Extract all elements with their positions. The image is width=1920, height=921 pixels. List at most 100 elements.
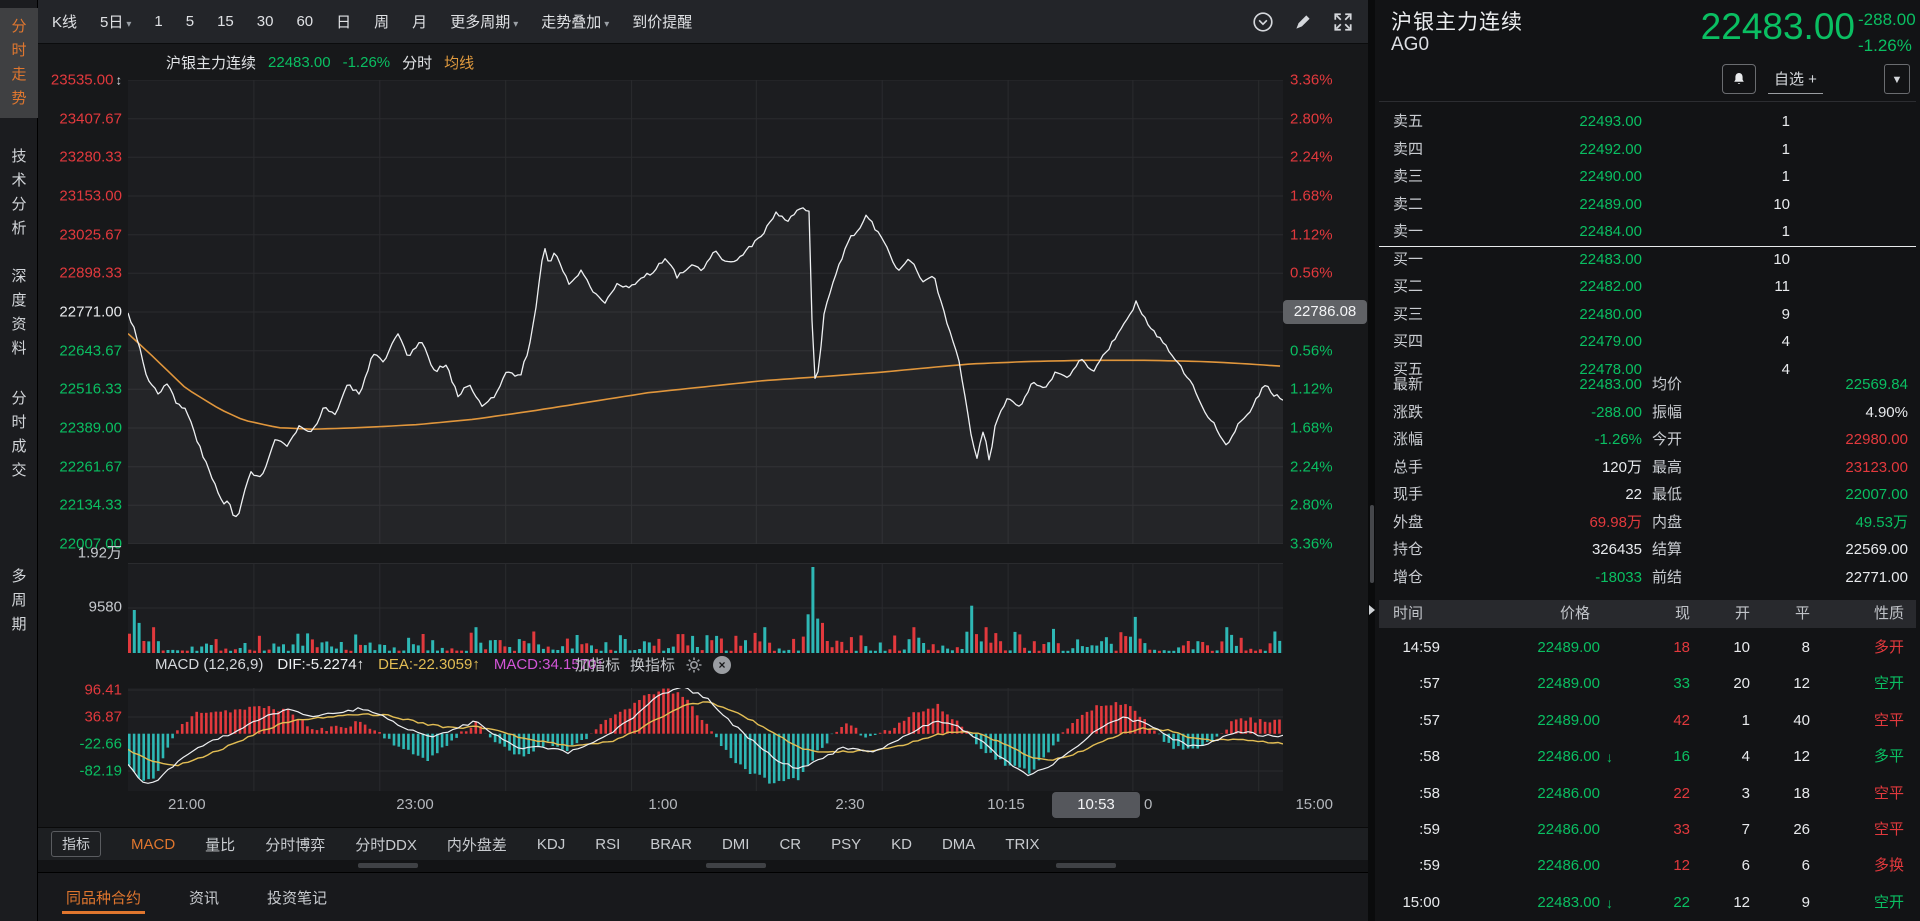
sidebar-item-多周期[interactable]: 多周期 xyxy=(11,568,27,633)
orderbook-row[interactable]: 卖五 22493.00 1 xyxy=(1393,113,1790,130)
price-tick: 23280.33 xyxy=(59,148,122,166)
scrollbar-handle[interactable] xyxy=(706,863,766,868)
toolbar-item-日[interactable]: 日 xyxy=(336,14,352,31)
orderbook-row[interactable]: 买一 22483.00 10 xyxy=(1393,250,1790,268)
bottom-tab-同品种合约[interactable]: 同品种合约 xyxy=(62,873,146,921)
volume-max-label: 1.92万 xyxy=(77,544,122,562)
chart-contract-name: 沪银主力连续 xyxy=(166,55,257,72)
indicator-tab-MACD[interactable]: MACD xyxy=(131,835,176,853)
orderbook-row[interactable]: 买三 22480.00 9 xyxy=(1393,305,1790,323)
toolbar-item-走势叠加[interactable]: 走势叠加 ▾ xyxy=(541,14,610,31)
macd-controls: 加指标 换指标 × xyxy=(575,654,731,675)
main-price-chart[interactable] xyxy=(128,80,1283,544)
percent-tick: 0.56% xyxy=(1290,342,1333,360)
scrollbar-handle[interactable] xyxy=(358,863,418,868)
add-indicator-button[interactable]: 加指标 xyxy=(574,657,620,674)
toolbar-item-30[interactable]: 30 xyxy=(256,13,274,30)
sidebar-item-深度资料[interactable]: 深度资料 xyxy=(11,268,27,357)
volume-chart[interactable] xyxy=(128,563,1283,653)
contract-code: AG0 xyxy=(1391,34,1430,55)
tape-row[interactable]: :59 22486.00 33 7 26 空平 xyxy=(1419,820,1904,838)
price-tick: 22771.00 xyxy=(59,303,122,321)
percent-tick: 2.80% xyxy=(1290,496,1333,514)
percent-tick: 1.12% xyxy=(1290,226,1333,244)
indicator-tab-PSY[interactable]: PSY xyxy=(831,835,862,853)
gear-icon[interactable] xyxy=(685,656,703,674)
bottom-tab-资讯[interactable]: 资讯 xyxy=(189,889,220,907)
tape-row[interactable]: :58 22486.00 ↓ 16 4 12 多平 xyxy=(1379,739,1916,775)
switch-indicator-button[interactable]: 换指标 xyxy=(629,657,675,674)
macd-chart[interactable] xyxy=(128,688,1283,791)
macd-tick: 96.41 xyxy=(84,681,122,699)
indicator-tab-CR[interactable]: CR xyxy=(779,835,802,853)
price-tick: 23407.67 xyxy=(59,110,122,128)
toolbar-item-到价提醒[interactable]: 到价提醒 xyxy=(632,14,693,31)
close-indicator-icon[interactable]: × xyxy=(713,655,731,674)
sidebar-item-分时走势[interactable]: 分时走势 xyxy=(0,8,38,118)
alarm-clock-icon[interactable] xyxy=(1252,11,1274,33)
legend-avg-line[interactable]: 均线 xyxy=(444,55,475,72)
indicator-tab-分时DDX[interactable]: 分时DDX xyxy=(355,836,417,854)
indicator-tab-内外盘差[interactable]: 内外盘差 xyxy=(446,836,507,854)
divider-line xyxy=(1379,101,1916,102)
orderbook-row[interactable]: 买四 22479.00 4 xyxy=(1393,333,1790,350)
toolbar-item-15[interactable]: 15 xyxy=(217,13,234,30)
toolbar-item-60[interactable]: 60 xyxy=(296,13,314,30)
panel-splitter[interactable] xyxy=(1368,0,1375,921)
tape-row[interactable]: 15:00 22483.00 ↓ 22 12 9 空开 xyxy=(1379,885,1916,921)
indicator-tab-RSI[interactable]: RSI xyxy=(595,835,621,853)
indicator-tab-量比[interactable]: 量比 xyxy=(205,836,236,854)
volume-mid-label: 9580 xyxy=(88,598,122,616)
indicator-button[interactable]: 指标 xyxy=(51,831,101,857)
fullscreen-icon[interactable] xyxy=(1332,11,1354,33)
tape-row[interactable]: :59 22486.00 12 6 6 多换 xyxy=(1419,857,1904,875)
indicator-tab-KDJ[interactable]: KDJ xyxy=(536,835,566,853)
indicator-tab-BRAR[interactable]: BRAR xyxy=(650,835,692,853)
brush-icon[interactable] xyxy=(1292,11,1314,33)
indicator-tab-DMA[interactable]: DMA xyxy=(941,835,976,853)
toolbar-item-K线[interactable]: K线 xyxy=(52,14,78,31)
tape-row[interactable]: 14:59 22489.00 18 10 8 多开 xyxy=(1402,639,1904,656)
tape-row[interactable]: :58 22486.00 22 3 18 空平 xyxy=(1419,784,1904,802)
orderbook-row[interactable]: 卖二 22489.00 10 xyxy=(1393,195,1790,213)
legend-minute-line[interactable]: 分时 xyxy=(402,55,433,72)
tape-header: 时间 价格现开平性质 xyxy=(1379,600,1916,628)
chart-change-pct: -1.26% xyxy=(342,54,391,71)
sidebar-item-分时成交[interactable]: 分时成交 xyxy=(11,390,27,479)
alert-bell-icon[interactable] xyxy=(1722,64,1756,94)
macd-title: MACD (12,26,9) xyxy=(155,656,264,673)
price-tick: 22134.33 xyxy=(59,496,122,514)
time-tick: 1:00 xyxy=(648,796,678,813)
orderbook-row[interactable]: 卖一 22484.00 1 xyxy=(1393,223,1790,240)
indicator-tab-分时博弈[interactable]: 分时博弈 xyxy=(265,836,326,854)
orderbook-row[interactable]: 卖四 22492.00 1 xyxy=(1393,140,1790,158)
tape-row[interactable]: :57 22489.00 33 20 12 空开 xyxy=(1419,675,1904,693)
toolbar-item-5[interactable]: 5 xyxy=(185,13,195,30)
chevron-down-icon: ▾ xyxy=(126,19,132,30)
orderbook-row[interactable]: 买二 22482.00 11 xyxy=(1393,278,1790,295)
collapse-panel-icon[interactable] xyxy=(1368,605,1375,615)
toolbar-item-月[interactable]: 月 xyxy=(412,14,428,31)
percent-tick: 2.24% xyxy=(1290,148,1333,166)
sidebar-item-技术分析[interactable]: 技术分析 xyxy=(11,148,27,237)
add-watchlist-button[interactable]: 自选 + xyxy=(1768,68,1823,94)
indicator-tab-DMI[interactable]: DMI xyxy=(721,835,750,853)
bottom-tab-投资笔记[interactable]: 投资笔记 xyxy=(267,889,328,907)
time-tick: 10:15 xyxy=(987,796,1025,813)
price-marker-badge: 22786.08 xyxy=(1283,300,1367,324)
watchlist-dropdown-button[interactable]: ▼ xyxy=(1884,64,1910,94)
indicator-tab-KD[interactable]: KD xyxy=(891,835,912,853)
splitter-scrollbar-thumb[interactable] xyxy=(1369,505,1374,583)
scrollbar-handle[interactable] xyxy=(1056,863,1116,868)
orderbook-row[interactable]: 卖三 22490.00 1 xyxy=(1393,168,1790,185)
toolbar-item-周[interactable]: 周 xyxy=(374,14,390,31)
toolbar-item-更多周期[interactable]: 更多周期 ▾ xyxy=(450,14,519,31)
toolbar-item-1[interactable]: 1 xyxy=(154,13,163,30)
tape-row[interactable]: :57 22489.00 42 1 40 空平 xyxy=(1419,711,1904,729)
time-tick: 23:00 xyxy=(396,796,434,813)
stat-row: 涨跌 -288.00 振幅 4.90% xyxy=(1393,403,1908,421)
stat-row: 现手 22 最低 22007.00 xyxy=(1393,486,1908,503)
orderbook-row[interactable]: 买五 22478.00 4 xyxy=(1393,360,1790,378)
indicator-tab-TRIX[interactable]: TRIX xyxy=(1005,835,1040,853)
toolbar-item-5日[interactable]: 5日 ▾ xyxy=(100,14,132,31)
